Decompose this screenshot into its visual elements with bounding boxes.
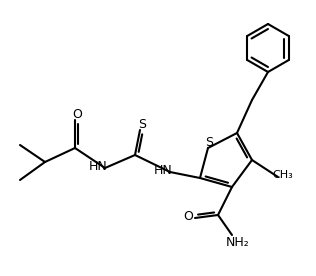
Text: CH₃: CH₃ [273, 170, 293, 180]
Text: O: O [72, 107, 82, 121]
Text: O: O [183, 209, 193, 222]
Text: S: S [205, 136, 213, 148]
Text: S: S [138, 118, 146, 131]
Text: NH₂: NH₂ [226, 237, 250, 250]
Text: HN: HN [88, 160, 107, 172]
Text: HN: HN [154, 163, 172, 176]
